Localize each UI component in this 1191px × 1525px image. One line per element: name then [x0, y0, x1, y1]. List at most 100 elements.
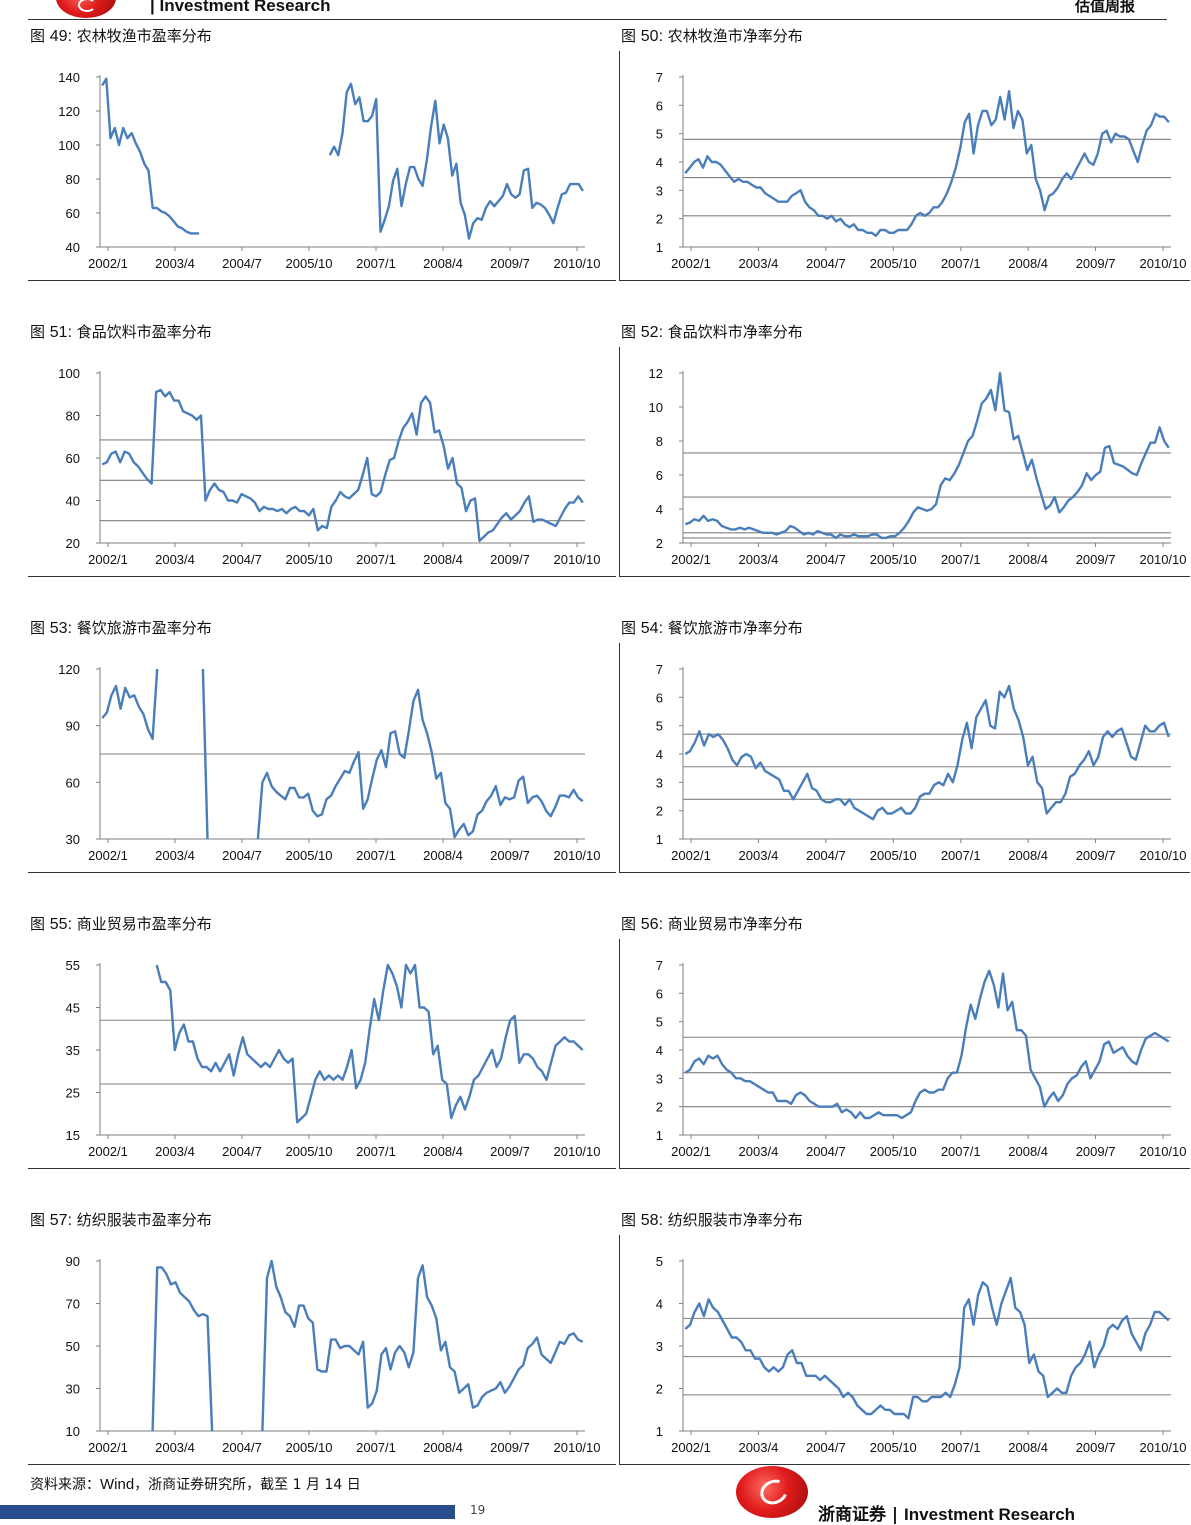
- line-chart: 1 2 3 4 5 6 7 2002/1 2003/4 2004/7 2005/10 2007/1 20…: [619, 51, 1190, 281]
- y-tick-label: 3: [656, 1339, 663, 1354]
- y-tick-label: 120: [58, 662, 80, 677]
- x-tick-label: 2004/7: [806, 1440, 846, 1455]
- chart-panel: 1 2 3 4 5 2002/1 2003/4 2004/7 2005/10 2007/1 2008…: [619, 1235, 1190, 1465]
- chart-panel: 2 4 6 8 10 12 2002/1 2003/4 2004/7 2005/10 2007/1 2…: [619, 347, 1190, 577]
- figure-number: 52:: [640, 324, 664, 341]
- x-tick-label: 2007/1: [356, 1144, 396, 1159]
- x-tick-label: 2002/1: [671, 552, 711, 567]
- x-tick-label: 2008/4: [1008, 552, 1048, 567]
- x-tick-label: 2008/4: [1008, 256, 1048, 271]
- figure-label: 图: [30, 27, 50, 45]
- figure-caption: 商业贸易市净率分布: [663, 915, 803, 933]
- x-tick-label: 2007/1: [941, 848, 981, 863]
- y-tick-label: 4: [656, 1297, 663, 1312]
- y-tick-label: 60: [66, 775, 80, 790]
- y-tick-label: 90: [66, 1254, 80, 1269]
- x-tick-label: 2008/4: [423, 1144, 463, 1159]
- x-tick-label: 2008/4: [423, 1440, 463, 1455]
- x-tick-label: 2007/1: [356, 552, 396, 567]
- x-tick-label: 2008/4: [1008, 848, 1048, 863]
- x-tick-label: 2009/7: [490, 552, 530, 567]
- y-tick-label: 100: [58, 366, 80, 381]
- y-tick-label: 1: [656, 1424, 663, 1439]
- y-tick-label: 30: [66, 832, 80, 847]
- x-tick-label: 2009/7: [490, 1440, 530, 1455]
- x-tick-label: 2003/4: [155, 1144, 195, 1159]
- chart-panel: 1 2 3 4 5 6 7 2002/1 2003/4 2004/7 2005/10 2007/1 20…: [619, 939, 1190, 1169]
- x-tick-label: 2003/4: [155, 552, 195, 567]
- figure-label: 图: [30, 619, 50, 637]
- figure-caption: 食品饮料市盈率分布: [72, 323, 212, 341]
- figure-number: 53:: [49, 620, 73, 637]
- y-tick-label: 6: [656, 468, 663, 483]
- y-tick-label: 60: [66, 206, 80, 221]
- y-tick-label: 40: [66, 494, 80, 509]
- company-logo: [56, 0, 116, 18]
- series-line: [151, 1259, 584, 1432]
- header-divider: [28, 19, 1167, 20]
- y-tick-label: 7: [656, 70, 663, 85]
- y-tick-label: 3: [656, 775, 663, 790]
- figure-caption: 食品饮料市净率分布: [663, 323, 803, 341]
- x-tick-label: 2009/7: [1076, 552, 1116, 567]
- y-tick-label: 2: [656, 1382, 663, 1397]
- chart-panel: 10 30 50 70 90 2002/1 2003/4 2004/7 2005/10 2007/…: [28, 1235, 616, 1465]
- y-tick-label: 4: [656, 1043, 663, 1058]
- figure-caption: 餐饮旅游市盈率分布: [72, 619, 212, 637]
- y-tick-label: 4: [656, 502, 663, 517]
- figure-caption: 纺织服装市净率分布: [663, 1211, 803, 1229]
- y-tick-label: 25: [66, 1086, 80, 1101]
- line-chart: 1 2 3 4 5 2002/1 2003/4 2004/7 2005/10 2007/1 2008…: [619, 1235, 1190, 1465]
- x-tick-label: 2003/4: [739, 1144, 779, 1159]
- page-number: 19: [470, 1503, 486, 1517]
- figure-number: 54:: [640, 620, 664, 637]
- y-tick-label: 1: [656, 832, 663, 847]
- figure-label: 图: [621, 915, 641, 933]
- figure-title: 图 53: 餐饮旅游市盈率分布: [30, 619, 212, 638]
- y-tick-label: 55: [66, 958, 80, 973]
- series-line: [155, 963, 584, 1124]
- figure-title: 图 51: 食品饮料市盈率分布: [30, 323, 212, 342]
- y-tick-label: 1: [656, 1128, 663, 1143]
- y-tick-label: 4: [656, 155, 663, 170]
- figure-caption: 纺织服装市盈率分布: [72, 1211, 212, 1229]
- y-tick-label: 15: [66, 1128, 80, 1143]
- x-tick-label: 2003/4: [739, 552, 779, 567]
- x-tick-label: 2002/1: [88, 1144, 128, 1159]
- x-tick-label: 2010/10: [1140, 848, 1187, 863]
- y-tick-label: 90: [66, 719, 80, 734]
- x-tick-label: 2010/10: [554, 1144, 601, 1159]
- x-tick-label: 2007/1: [941, 1144, 981, 1159]
- y-tick-label: 2: [656, 536, 663, 551]
- figure-title: 图 52: 食品饮料市净率分布: [621, 323, 803, 342]
- figure-label: 图: [621, 619, 641, 637]
- line-chart: 1 2 3 4 5 6 7 2002/1 2003/4 2004/7 2005/10 2007/1 20…: [619, 643, 1190, 873]
- x-tick-label: 2009/7: [490, 256, 530, 271]
- y-tick-label: 70: [66, 1297, 80, 1312]
- figure-label: 图: [621, 1211, 641, 1229]
- chart-panel: 15 25 35 45 55 2002/1 2003/4 2004/7 2005/10 2007/…: [28, 939, 616, 1169]
- line-chart: 2 4 6 8 10 12 2002/1 2003/4 2004/7 2005/10 2007/1 2…: [619, 347, 1190, 577]
- x-tick-label: 2002/1: [88, 552, 128, 567]
- x-tick-label: 2003/4: [155, 1440, 195, 1455]
- x-tick-label: 2010/10: [554, 848, 601, 863]
- series-line: [101, 668, 584, 840]
- figure-label: 图: [30, 915, 50, 933]
- figure-caption: 餐饮旅游市净率分布: [663, 619, 803, 637]
- figure-title: 图 54: 餐饮旅游市净率分布: [621, 619, 803, 638]
- y-tick-label: 8: [656, 434, 663, 449]
- figure-title: 图 55: 商业贸易市盈率分布: [30, 915, 212, 934]
- x-tick-label: 2007/1: [941, 552, 981, 567]
- y-tick-label: 5: [656, 719, 663, 734]
- x-tick-label: 2003/4: [155, 256, 195, 271]
- y-tick-label: 20: [66, 536, 80, 551]
- figure-label: 图: [30, 1211, 50, 1229]
- x-tick-label: 2004/7: [222, 1440, 262, 1455]
- figure-number: 57:: [49, 1212, 73, 1229]
- x-tick-label: 2004/7: [222, 848, 262, 863]
- figure-title: 图 56: 商业贸易市净率分布: [621, 915, 803, 934]
- chart-panel: 20 40 60 80 100 2002/1 2003/4 2004/7 2005/10 2007…: [28, 347, 616, 577]
- y-tick-label: 30: [66, 1382, 80, 1397]
- x-tick-label: 2007/1: [941, 256, 981, 271]
- y-tick-label: 45: [66, 1001, 80, 1016]
